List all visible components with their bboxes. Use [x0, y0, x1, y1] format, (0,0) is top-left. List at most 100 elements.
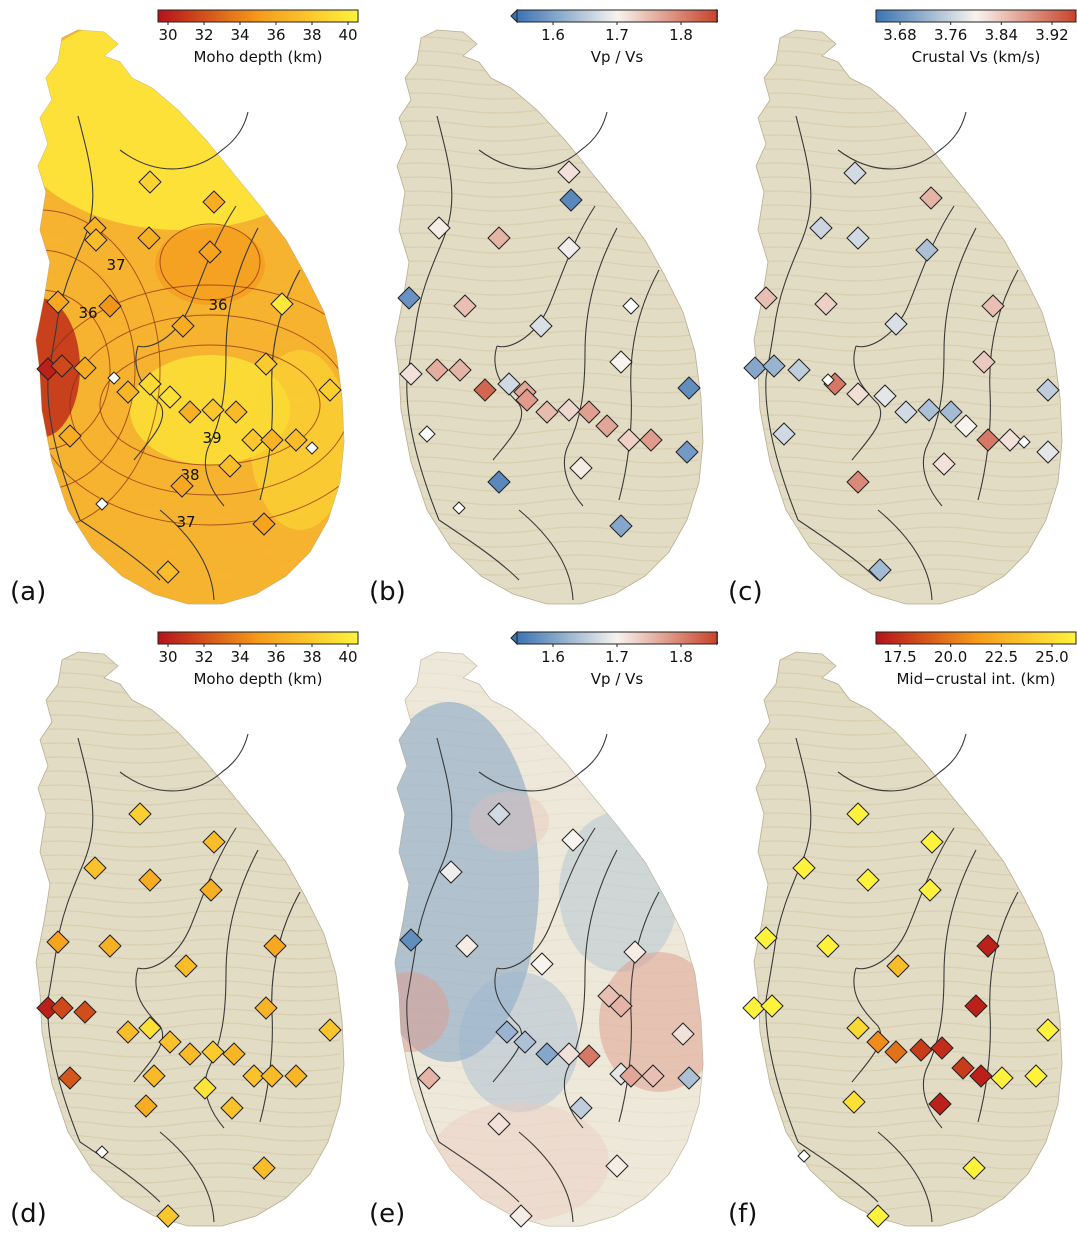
- panel-c: 3.68 3.76 3.84 3.92 Crustal Vs (km/s) (c): [718, 0, 1077, 622]
- station-marker: [529, 314, 553, 338]
- station-marker: [856, 868, 880, 892]
- station-marker: [821, 373, 835, 387]
- station-marker: [95, 1145, 109, 1159]
- colorbar-ramp: [516, 631, 718, 645]
- station-marker: [138, 868, 162, 892]
- colorbar: 30 32 34 36 38 40 Moho depth (km): [157, 9, 359, 66]
- station-marker: [254, 996, 278, 1020]
- station-marker: [792, 856, 816, 880]
- station-marker: [448, 358, 472, 382]
- station-marker: [969, 1064, 993, 1088]
- geological-boundaries: [406, 111, 660, 601]
- station-marker: [605, 1154, 629, 1178]
- station-marker: [530, 952, 554, 976]
- station-marker: [998, 428, 1022, 452]
- panel-letter: (f): [728, 1199, 757, 1229]
- station-marker: [972, 350, 996, 374]
- panel-f: 17.5 20.0 22.5 25.0 Mid−crustal int. (km) (f): [718, 622, 1077, 1244]
- station-marker: [202, 830, 226, 854]
- station-marker: [619, 1064, 643, 1088]
- colorbar-tick-label: 40: [338, 26, 357, 44]
- station-marker: [73, 1000, 97, 1024]
- stations: [742, 802, 1060, 1228]
- colorbar-ramp: [875, 9, 1077, 23]
- station-marker: [677, 376, 701, 400]
- colorbar-label: Crustal Vs (km/s): [912, 48, 1041, 66]
- station-marker: [399, 928, 423, 952]
- colorbar-ramp: [875, 631, 1077, 645]
- station-marker: [981, 294, 1005, 318]
- panel-a: 37 36 36 39 38 37 30 32 34 36 38 40 Moho depth (km) (…: [0, 0, 359, 622]
- station-marker: [399, 362, 423, 386]
- station-marker: [138, 1016, 162, 1040]
- station-marker: [919, 186, 943, 210]
- station-marker: [224, 400, 248, 424]
- station-marker: [866, 1204, 890, 1228]
- station-marker: [557, 236, 581, 260]
- station-marker: [98, 294, 122, 318]
- station-marker: [846, 226, 870, 250]
- station-marker: [98, 934, 122, 958]
- station-marker: [787, 358, 811, 382]
- colorbar-tick-label: 1.8: [669, 26, 693, 44]
- colorbar-label: Moho depth (km): [193, 670, 322, 688]
- station-marker: [142, 1064, 166, 1088]
- station-marker: [513, 1030, 537, 1054]
- station-marker: [318, 1018, 342, 1042]
- colorbar-tick-label: 3.76: [934, 26, 967, 44]
- station-marker: [557, 1042, 581, 1066]
- station-marker: [1036, 440, 1060, 464]
- station-marker: [284, 428, 308, 452]
- station-marker: [866, 1030, 890, 1054]
- station-marker: [962, 1156, 986, 1180]
- colorbar-tick-label: 34: [230, 648, 249, 666]
- station-marker: [846, 1016, 870, 1040]
- colorbar-ramp: [157, 631, 359, 645]
- station-marker: [487, 470, 511, 494]
- station-marker: [116, 1020, 140, 1044]
- contour-label: 37: [106, 256, 125, 274]
- colorbar-tick-label: 17.5: [883, 648, 916, 666]
- colorbar-tick-label: 3.68: [883, 26, 916, 44]
- station-marker: [677, 1066, 701, 1090]
- station-marker: [814, 292, 838, 316]
- panel-e: 1.6 1.7 1.8 Vp / Vs (e): [359, 622, 718, 1244]
- station-marker: [976, 428, 1000, 452]
- station-marker: [609, 350, 633, 374]
- colorbar-label: Moho depth (km): [193, 48, 322, 66]
- station-marker: [83, 856, 107, 880]
- contour-label: 39: [202, 429, 221, 447]
- map-svg: 17.5 20.0 22.5 25.0 Mid−crustal int. (km) (f): [728, 631, 1077, 1229]
- station-marker: [1017, 435, 1031, 449]
- field-layer: [36, 658, 341, 1212]
- panel-b: 1.6 1.7 1.8 Vp / Vs (b): [359, 0, 718, 622]
- colorbar-label: Vp / Vs: [591, 670, 644, 688]
- station-marker: [427, 216, 451, 240]
- station-marker: [569, 456, 593, 480]
- station-marker: [95, 497, 109, 511]
- station-marker: [397, 286, 421, 310]
- station-marker: [137, 226, 161, 250]
- station-marker: [58, 424, 82, 448]
- station-marker: [46, 290, 70, 314]
- station-marker: [743, 356, 767, 380]
- map-svg: 30 32 34 36 38 40 Moho depth (km) (d): [10, 631, 359, 1229]
- station-marker: [107, 371, 121, 385]
- station-marker: [138, 372, 162, 396]
- station-marker: [417, 1066, 441, 1090]
- stations: [36, 170, 342, 584]
- station-marker: [559, 188, 583, 212]
- station-marker: [171, 314, 195, 338]
- station-marker: [198, 240, 222, 264]
- colorbar-ramp: [516, 9, 718, 23]
- station-marker: [557, 160, 581, 184]
- station-marker: [201, 398, 225, 422]
- colorbar-tick-label: 20.0: [934, 648, 967, 666]
- map-svg: 1.6 1.7 1.8 Vp / Vs (e): [369, 630, 718, 1229]
- stations: [36, 802, 342, 1228]
- island-landmass: [35, 651, 345, 1227]
- station-marker: [201, 1040, 225, 1064]
- station-marker: [487, 802, 511, 826]
- colorbar-label: Mid−crustal int. (km): [896, 670, 1055, 688]
- colorbar: 30 32 34 36 38 40 Moho depth (km): [157, 631, 359, 688]
